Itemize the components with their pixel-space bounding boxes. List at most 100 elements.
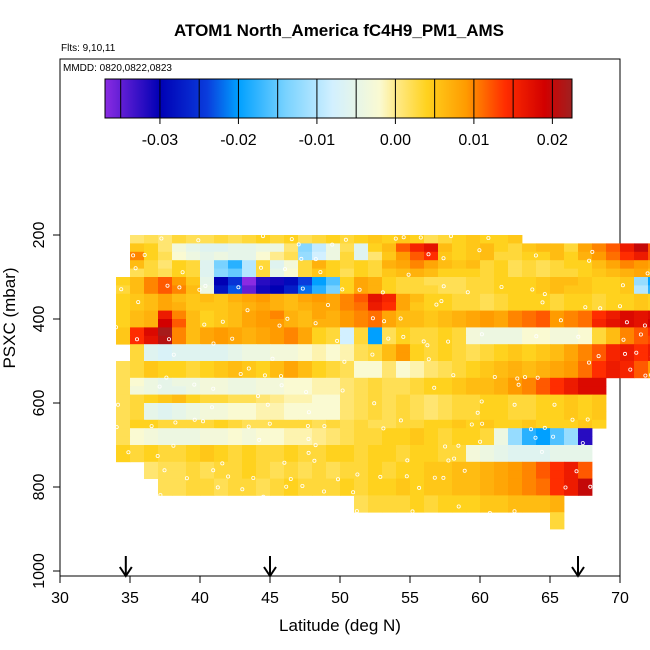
sample-marker <box>475 410 480 415</box>
heatmap-cell <box>564 352 579 362</box>
heatmap-cell <box>340 327 355 337</box>
sample-marker <box>382 319 387 324</box>
heatmap-cell <box>494 461 509 471</box>
heatmap-cell <box>550 461 565 471</box>
heatmap-cell <box>284 293 299 303</box>
heatmap-cell <box>480 503 495 513</box>
heatmap-cell <box>396 277 411 286</box>
heatmap-cell <box>354 251 369 261</box>
heatmap-cell <box>480 285 495 295</box>
y-axis: 200 400 600 800 1000 <box>31 222 60 589</box>
heatmap-cell <box>298 445 313 454</box>
heatmap-cell <box>368 428 383 437</box>
heatmap-cell <box>480 277 495 286</box>
sample-marker <box>492 374 497 379</box>
heatmap-cell <box>424 495 439 505</box>
heatmap-cell <box>270 243 285 253</box>
heatmap-cell <box>592 419 607 429</box>
heatmap-cell <box>410 260 425 269</box>
heatmap-cell <box>158 478 173 488</box>
heatmap-cell <box>564 394 579 404</box>
heatmap-cell <box>214 293 229 303</box>
sample-marker <box>512 509 517 514</box>
heatmap-cell <box>466 495 481 505</box>
heatmap-cell <box>522 453 537 463</box>
heatmap-cell <box>494 243 509 253</box>
sample-marker <box>542 292 547 297</box>
heatmap-cell <box>494 277 509 286</box>
heatmap-cell <box>312 302 327 311</box>
heatmap-cell <box>200 268 215 278</box>
sample-marker <box>300 483 305 488</box>
heatmap-cell <box>354 461 369 471</box>
heatmap-cell <box>172 428 187 437</box>
sample-marker <box>202 322 207 327</box>
heatmap-cell <box>284 361 299 370</box>
heatmap-cell <box>270 277 285 286</box>
heatmap-cell <box>130 453 145 463</box>
heatmap-cell <box>592 411 607 421</box>
heatmap-cell <box>200 361 215 370</box>
heatmap-cell <box>410 352 425 362</box>
heatmap-cell <box>172 243 187 253</box>
heatmap-cell <box>382 277 397 286</box>
heatmap-cell <box>410 419 425 429</box>
heatmap-cell <box>340 436 355 446</box>
heatmap-cell <box>326 293 341 303</box>
heatmap-cell <box>382 268 397 278</box>
heatmap-cell <box>312 461 327 471</box>
heatmap-cell <box>550 319 565 328</box>
heatmap-cell <box>214 260 229 269</box>
sample-marker <box>434 302 439 307</box>
sample-marker <box>588 484 593 489</box>
colorbar: -0.03 -0.02 -0.01 0.00 0.01 0.02 <box>104 78 573 149</box>
sample-marker <box>220 461 225 466</box>
heatmap-cell <box>494 453 509 463</box>
sample-marker <box>439 299 444 304</box>
heatmap-cell <box>382 285 397 295</box>
heatmap-cell <box>256 352 271 362</box>
heatmap-cell <box>312 243 327 253</box>
heatmap-cell <box>256 285 271 295</box>
heatmap-cell <box>284 251 299 261</box>
heatmap-cell <box>368 369 383 379</box>
heatmap-cell <box>284 445 299 454</box>
heatmap-cell <box>354 310 369 320</box>
heatmap-cell <box>340 319 355 328</box>
sample-marker <box>300 286 305 291</box>
heatmap-cell <box>578 260 593 269</box>
heatmap-cell <box>382 403 397 412</box>
sample-marker <box>288 476 293 481</box>
heatmap-cell <box>340 302 355 311</box>
heatmap-cell <box>508 310 523 320</box>
heatmap-cell <box>396 335 411 345</box>
heatmap-cell <box>396 478 411 488</box>
heatmap-cell <box>256 436 271 446</box>
heatmap-cell <box>634 285 649 295</box>
heatmap-cell <box>214 361 229 370</box>
heatmap-cell <box>186 453 201 463</box>
heatmap-cell <box>228 310 243 320</box>
heatmap-cell <box>368 453 383 463</box>
heatmap-cell <box>452 243 467 253</box>
sample-marker <box>116 402 121 407</box>
heatmap-cell <box>158 310 173 320</box>
heatmap-cell <box>606 344 621 353</box>
heatmap-cell <box>648 302 650 311</box>
heatmap-cell <box>634 319 649 328</box>
heatmap-cell <box>228 293 243 303</box>
sample-marker <box>618 304 623 309</box>
heatmap-cell <box>578 428 593 437</box>
heatmap-cell <box>396 251 411 261</box>
heatmap-cell <box>536 453 551 463</box>
heatmap-cell <box>578 327 593 337</box>
heatmap-cell <box>424 461 439 471</box>
heatmap-cell <box>550 394 565 404</box>
heatmap-cell <box>340 268 355 278</box>
heatmap-cell <box>578 251 593 261</box>
heatmap-cell <box>410 411 425 421</box>
heatmap-cell <box>186 310 201 320</box>
sample-marker <box>342 359 347 364</box>
sample-marker <box>380 290 385 295</box>
sample-marker <box>335 477 340 482</box>
